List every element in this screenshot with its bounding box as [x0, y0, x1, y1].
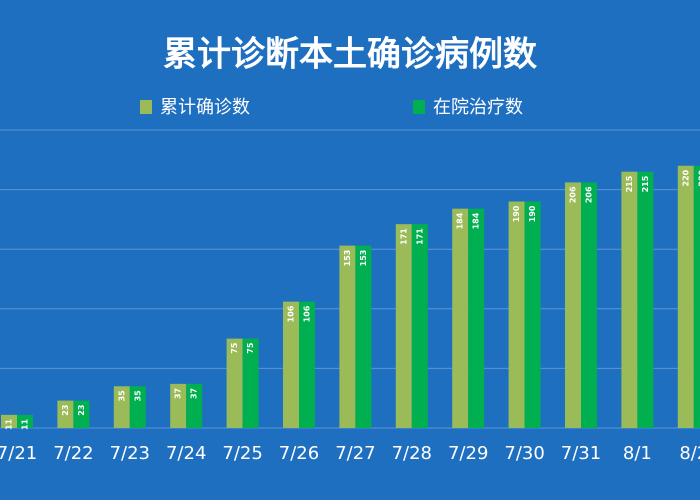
chart-title: 累计诊断本土确诊病例数	[163, 35, 537, 75]
bar	[129, 386, 146, 428]
x-tick-label: 7/31	[561, 443, 601, 464]
bar	[170, 383, 187, 428]
bar	[339, 245, 356, 428]
bar	[1, 414, 17, 428]
bar	[283, 301, 299, 428]
value-label: 215	[625, 175, 634, 192]
bar	[581, 182, 597, 428]
bar	[57, 400, 74, 428]
legend-swatch	[413, 100, 425, 114]
x-tick-label: 8/1	[623, 443, 652, 464]
value-label: 184	[472, 212, 481, 229]
value-label: 35	[117, 390, 126, 402]
value-label: 23	[77, 405, 86, 416]
value-label: 23	[61, 405, 70, 416]
value-label: 75	[246, 342, 255, 354]
x-tick-label: 7/24	[166, 443, 206, 464]
x-tick-label: 7/23	[110, 443, 150, 464]
value-label: 206	[585, 186, 594, 203]
bar	[565, 182, 581, 428]
bar	[186, 383, 203, 428]
x-tick-label: 7/28	[392, 443, 432, 464]
bar	[637, 171, 654, 428]
bar	[621, 171, 638, 428]
bar	[693, 165, 700, 428]
bar	[299, 301, 315, 428]
value-label: 75	[230, 342, 239, 354]
bar	[242, 338, 259, 428]
x-tick-label: 8/2	[679, 443, 700, 464]
x-tick-label: 7/27	[335, 443, 375, 464]
value-label: 220	[681, 169, 690, 186]
bar	[411, 224, 428, 428]
bar	[113, 386, 130, 428]
x-tick-label: 7/30	[504, 443, 544, 464]
value-label: 106	[303, 305, 312, 322]
value-label: 206	[569, 186, 578, 203]
value-label: 215	[641, 175, 650, 192]
value-label: 37	[190, 388, 199, 399]
value-label: 11	[21, 418, 30, 430]
value-label: 190	[528, 205, 537, 222]
bar	[452, 208, 469, 428]
value-label: 171	[399, 228, 408, 245]
bar	[73, 400, 90, 428]
bar	[395, 224, 412, 428]
bar	[17, 414, 33, 428]
bar	[508, 201, 525, 428]
x-tick-label: 7/29	[448, 443, 488, 464]
value-label: 153	[359, 250, 368, 267]
legend-label: 在院治疗数	[433, 97, 523, 118]
value-label: 37	[174, 388, 183, 399]
x-tick-label: 7/25	[222, 443, 262, 464]
value-label: 106	[287, 305, 296, 322]
x-tick-label: 7/22	[53, 443, 93, 464]
bar	[226, 338, 243, 428]
value-label: 220	[697, 169, 700, 186]
legend-swatch	[140, 100, 152, 114]
bar	[677, 165, 694, 428]
bar	[355, 245, 372, 428]
value-label: 171	[415, 228, 424, 245]
x-tick-label: 7/26	[279, 443, 319, 464]
value-label: 184	[456, 212, 465, 229]
x-tick-label: 7/21	[0, 443, 37, 464]
bar	[524, 201, 541, 428]
value-label: 35	[133, 390, 142, 402]
value-label: 153	[343, 250, 352, 267]
value-label: 190	[512, 205, 521, 222]
value-label: 11	[5, 418, 14, 430]
bar	[468, 208, 485, 428]
legend-label: 累计确诊数	[160, 97, 250, 118]
